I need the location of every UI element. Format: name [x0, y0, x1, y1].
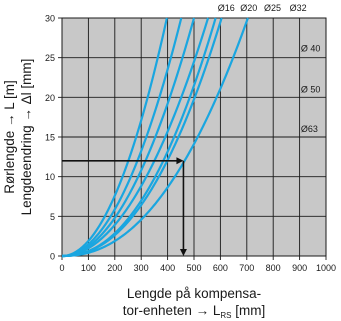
y-tick-label: 5 [50, 212, 55, 222]
x-tick-label: 500 [186, 263, 201, 273]
x-tick-label: 900 [292, 263, 307, 273]
grid [58, 17, 327, 260]
y-tick-label: 0 [50, 252, 55, 262]
series-line [61, 17, 223, 258]
example-arrows [62, 157, 187, 256]
y-axis-label-line2: Lengdeendring → Δl [mm] [19, 59, 34, 216]
series-label: Ø20 [240, 3, 257, 13]
x-tick-label: 700 [239, 263, 254, 273]
y-tick-label: 30 [45, 14, 55, 24]
x-tick-label: 300 [134, 263, 149, 273]
y-tick-label: 15 [45, 133, 55, 143]
example-horizontal-arrowhead [176, 157, 184, 165]
series-label: Ø63 [301, 124, 318, 134]
tick-labels: 0 100 200 300 400 500 600 700 800 900 1000 0 5 10 15 20… [45, 14, 336, 274]
example-vertical-arrowhead [179, 249, 187, 256]
x-tick-label: 600 [213, 263, 228, 273]
x-axis-label-line1: Lengde på kompensa- [127, 286, 261, 301]
series-labels: Ø16 Ø20 Ø25 Ø32 Ø 40 Ø 50 Ø63 [218, 3, 321, 134]
x-tick-label: 0 [59, 263, 64, 273]
series-line [61, 17, 210, 258]
y-axis-label-line1: Rørlengde → L [m] [2, 80, 17, 194]
x-axis-label-line2: tor-enheten → LRS [mm] [123, 303, 265, 320]
series-label: Ø 40 [301, 43, 321, 53]
series-label: Ø32 [290, 3, 307, 13]
x-tick-label: 100 [81, 263, 96, 273]
x-tick-label: 400 [160, 263, 175, 273]
series-label: Ø 50 [301, 85, 321, 95]
y-tick-label: 20 [45, 93, 55, 103]
x-tick-label: 1000 [316, 263, 336, 273]
series-line [62, 17, 249, 258]
y-tick-label: 25 [45, 53, 55, 63]
series-line [61, 17, 168, 258]
x-tick-label: 200 [107, 263, 122, 273]
x-tick-label: 800 [266, 263, 281, 273]
series-label: Ø25 [264, 3, 281, 13]
curves [61, 17, 249, 258]
series-label: Ø16 [218, 3, 235, 13]
y-tick-label: 10 [45, 172, 55, 182]
